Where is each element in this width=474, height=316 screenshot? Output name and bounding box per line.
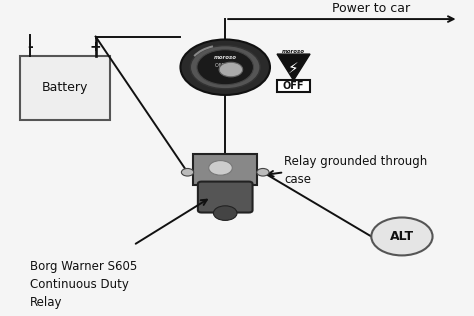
- Text: moroso: moroso: [282, 49, 305, 54]
- Circle shape: [182, 168, 194, 176]
- Circle shape: [197, 50, 254, 85]
- Circle shape: [219, 62, 243, 77]
- Text: Borg Warner S605
Continuous Duty
Relay: Borg Warner S605 Continuous Duty Relay: [30, 260, 137, 309]
- Text: ⚡: ⚡: [288, 61, 299, 76]
- Circle shape: [371, 217, 433, 255]
- Text: +: +: [90, 40, 101, 54]
- Text: -: -: [27, 40, 33, 54]
- Text: ALT: ALT: [390, 230, 414, 243]
- Circle shape: [181, 40, 270, 95]
- Circle shape: [257, 168, 269, 176]
- Text: Relay grounded through
case: Relay grounded through case: [284, 155, 428, 186]
- Text: Power to car: Power to car: [332, 2, 410, 15]
- Text: OFF  ON: OFF ON: [215, 63, 235, 68]
- Circle shape: [213, 206, 237, 220]
- Polygon shape: [277, 54, 310, 80]
- FancyBboxPatch shape: [20, 56, 110, 120]
- FancyBboxPatch shape: [277, 80, 310, 92]
- Circle shape: [209, 161, 232, 175]
- Text: moroso: moroso: [214, 55, 237, 60]
- FancyBboxPatch shape: [198, 182, 253, 213]
- Circle shape: [190, 46, 260, 89]
- Text: OFF: OFF: [283, 81, 304, 91]
- Text: Battery: Battery: [42, 81, 88, 94]
- FancyBboxPatch shape: [193, 154, 257, 185]
